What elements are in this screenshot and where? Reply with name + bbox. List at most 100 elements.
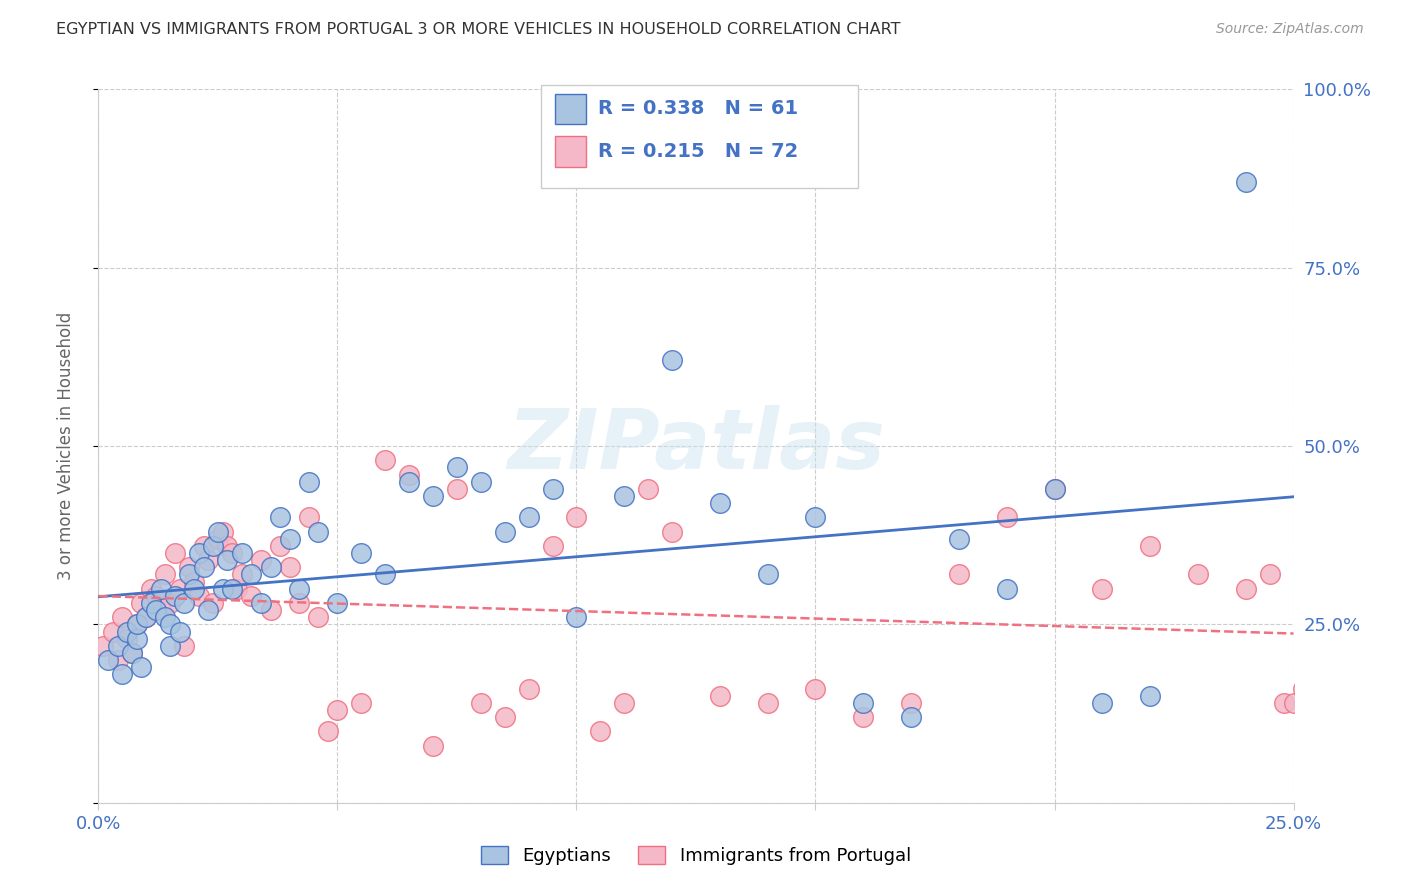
Point [613,489,636,503]
Point [995,582,1018,596]
Point [307,524,329,539]
Point [422,739,444,753]
Point [398,475,420,489]
Point [250,553,273,567]
Point [1320,681,1343,696]
Point [202,539,225,553]
Point [1091,696,1114,710]
Point [995,510,1018,524]
Point [149,603,172,617]
Point [259,603,281,617]
Point [169,624,191,639]
Point [1043,482,1066,496]
Point [115,632,138,646]
Point [217,553,239,567]
Point [852,710,875,724]
Point [446,460,468,475]
Point [269,539,291,553]
Point [288,582,311,596]
Point [131,596,153,610]
Point [1139,689,1161,703]
Point [121,646,143,660]
Y-axis label: 3 or more Vehicles in Household: 3 or more Vehicles in Household [56,312,75,580]
Point [900,696,922,710]
Point [316,724,339,739]
Point [107,639,129,653]
Point [298,510,321,524]
Point [179,560,201,574]
Point [125,617,148,632]
Legend: Egyptians, Immigrants from Portugal: Egyptians, Immigrants from Portugal [474,838,918,872]
Point [446,482,468,496]
Point [565,510,588,524]
Point [187,546,209,560]
Text: EGYPTIAN VS IMMIGRANTS FROM PORTUGAL 3 OR MORE VEHICLES IN HOUSEHOLD CORRELATION: EGYPTIAN VS IMMIGRANTS FROM PORTUGAL 3 O… [56,22,901,37]
Point [193,539,215,553]
Point [115,624,138,639]
Point [217,539,239,553]
Point [948,532,970,546]
Point [159,596,181,610]
Point [101,624,124,639]
Point [231,546,253,560]
Point [948,567,970,582]
Point [398,467,420,482]
Point [298,475,321,489]
Point [179,567,201,582]
Point [422,489,444,503]
Point [131,660,153,674]
Point [125,617,148,632]
Point [111,610,134,624]
Point [240,589,263,603]
Point [1234,582,1257,596]
Point [221,582,243,596]
Point [135,610,157,624]
Point [111,667,134,681]
Point [163,546,186,560]
Point [155,610,177,624]
Point [278,560,301,574]
Point [1330,582,1353,596]
Point [221,546,243,560]
Point [589,724,612,739]
Text: R = 0.215   N = 72: R = 0.215 N = 72 [598,142,797,161]
Point [1258,567,1281,582]
Point [207,524,229,539]
Point [145,603,167,617]
Point [804,510,827,524]
Point [307,610,329,624]
Point [91,639,114,653]
Point [226,582,249,596]
Point [139,582,162,596]
Text: R = 0.338   N = 61: R = 0.338 N = 61 [598,99,797,119]
Point [1234,175,1257,189]
Point [193,560,215,574]
Point [169,582,191,596]
Point [197,553,219,567]
Point [1292,681,1315,696]
Point [565,610,588,624]
Point [240,567,263,582]
Point [326,703,349,717]
Point [250,596,273,610]
Point [1043,482,1066,496]
Point [159,617,181,632]
Text: Source: ZipAtlas.com: Source: ZipAtlas.com [1216,22,1364,37]
Point [145,589,167,603]
Point [1139,539,1161,553]
Point [207,532,229,546]
Point [661,353,683,368]
Point [183,574,205,589]
Point [121,646,143,660]
Point [470,696,492,710]
Point [183,582,205,596]
Point [756,567,779,582]
Point [135,610,157,624]
Point [326,596,349,610]
Point [804,681,827,696]
Point [613,696,636,710]
Point [173,639,195,653]
Point [288,596,311,610]
Point [149,582,172,596]
Text: ZIPatlas: ZIPatlas [508,406,884,486]
